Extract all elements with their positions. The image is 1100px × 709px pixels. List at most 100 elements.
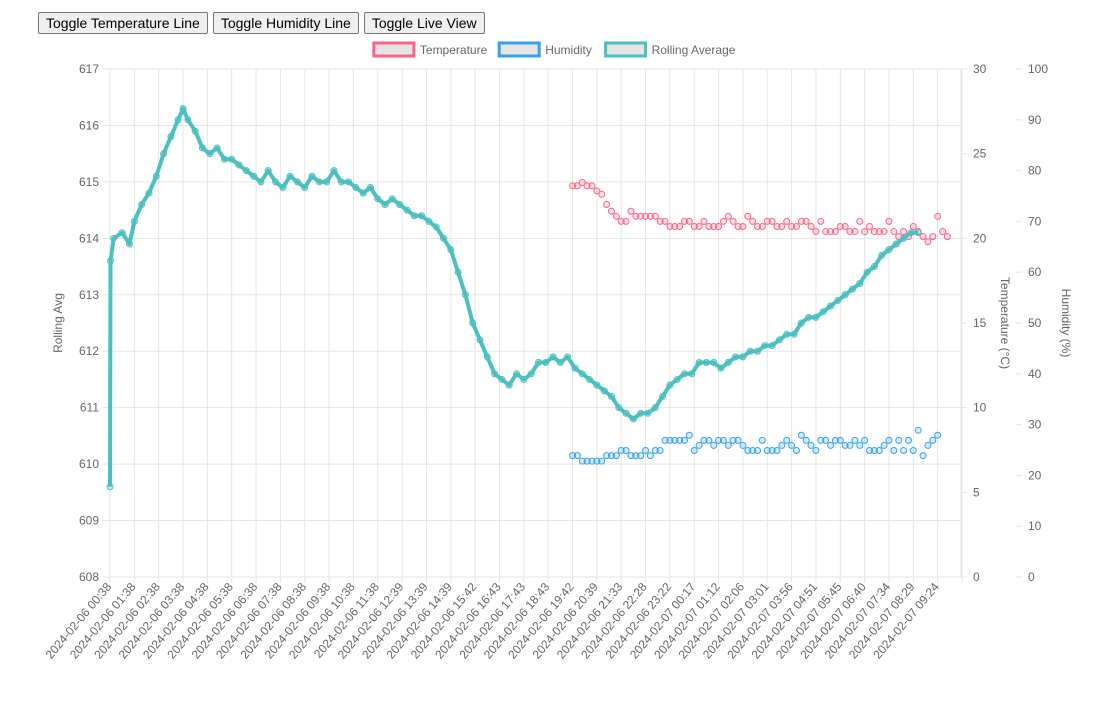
data-point [819,308,827,316]
toggle-live-view-button[interactable]: Toggle Live View [363,12,485,34]
y-tick-label-rolling: 609 [79,514,99,528]
data-point [724,359,732,367]
y-tick-label-humidity: 0 [1028,570,1035,584]
data-point [264,167,272,175]
data-point [878,251,886,259]
data-point [644,409,652,417]
data-point [651,404,659,412]
data-point [688,370,696,378]
data-point [885,246,893,254]
data-point [812,447,820,455]
grid [103,68,1022,583]
data-point [700,436,708,444]
data-point [717,364,725,372]
toggle-humidity-button[interactable]: Toggle Humidity Line [212,12,359,34]
data-point [632,212,640,220]
data-point [586,375,594,383]
y-tick-label-rolling: 615 [79,175,99,189]
data-point [885,436,893,444]
series-temperature [569,178,951,246]
data-point [676,436,684,444]
data-point [929,436,937,444]
data-point [179,105,187,113]
data-point [805,313,813,321]
legend-item-humidity[interactable]: Humidity [497,41,592,58]
data-point [783,217,791,225]
data-point [812,313,820,321]
y-tick-label-humidity: 10 [1028,519,1042,533]
data-point [598,457,606,465]
data-point [228,155,236,163]
data-point [461,291,469,299]
data-point [125,240,133,248]
data-point [632,452,640,460]
data-point [836,222,844,230]
y-tick-label-rolling: 608 [79,570,99,584]
data-point [856,217,864,225]
toggle-temperature-button[interactable]: Toggle Temperature Line [38,12,208,34]
data-point [659,392,667,400]
data-point [865,447,873,455]
legend-item-temperature[interactable]: Temperature [372,41,488,58]
data-point [792,447,800,455]
data-point [642,447,650,455]
data-point [447,246,455,254]
y-tick-label-humidity: 100 [1028,62,1048,76]
data-point [656,217,664,225]
data-point [607,392,615,400]
data-point [588,457,596,465]
data-point [914,229,922,237]
data-point [272,178,280,186]
legend-item-rolling-average[interactable]: Rolling Average [604,41,736,58]
data-point [880,441,888,449]
data-point [754,347,762,355]
data-point [783,330,791,338]
data-point [593,457,601,465]
data-point [841,441,849,449]
data-point [432,223,440,231]
data-point [856,441,864,449]
data-point [775,336,783,344]
data-point [768,342,776,350]
data-point [483,353,491,361]
data-point [106,483,114,491]
legend-swatch [497,41,541,58]
data-point [875,447,883,455]
data-point [907,229,915,237]
data-point [690,222,698,230]
data-point [106,257,114,265]
data-point [671,222,679,230]
data-point [607,207,615,215]
data-point [943,233,951,241]
data-point [715,436,723,444]
data-point [527,370,535,378]
data-point [617,217,625,225]
y-tick-label-temperature: 5 [973,485,980,499]
data-point [817,436,825,444]
data-point [174,116,182,124]
data-point [622,217,630,225]
legend[interactable]: Temperature Humidity Rolling Average [372,41,736,58]
data-point [734,222,742,230]
data-point [831,436,839,444]
data-point [680,370,688,378]
data-point [279,184,287,192]
data-point [603,452,611,460]
data-point [366,184,374,192]
data-point [666,381,674,389]
data-point [758,436,766,444]
data-point [822,228,830,236]
data-point [831,228,839,236]
data-point [851,228,859,236]
data-point [812,228,820,236]
data-point [583,182,591,190]
data-point [802,436,810,444]
data-point [661,436,669,444]
data-point [569,452,577,460]
y-tick-label-temperature: 10 [973,401,987,415]
data-point [593,381,601,389]
legend-label: Rolling Average [652,43,736,57]
data-point [861,228,869,236]
y-tick-label-temperature: 15 [973,316,987,330]
